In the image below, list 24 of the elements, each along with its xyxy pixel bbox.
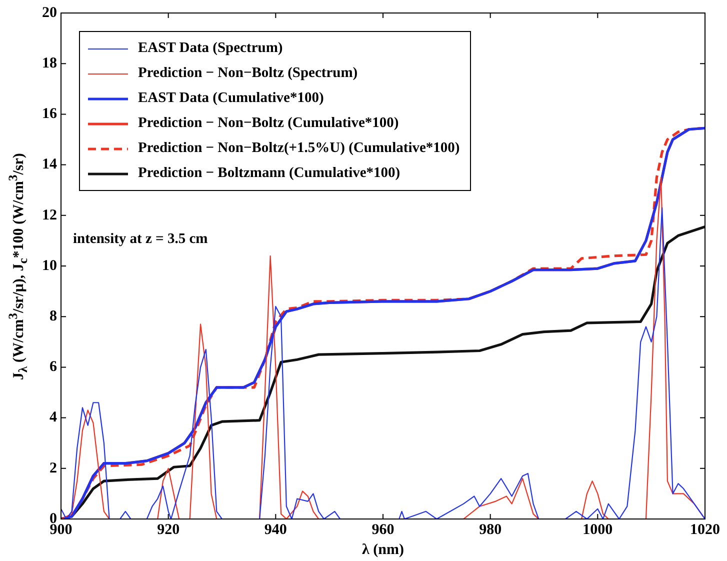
y-tick-label: 18: [42, 55, 57, 72]
legend-label: Prediction − Boltzmann (Cumulative*100): [138, 165, 400, 182]
y-tick-label: 2: [50, 460, 57, 476]
x-tick-label: 940: [264, 522, 287, 538]
x-tick-label: 920: [157, 522, 180, 538]
x-tick-label: 960: [372, 522, 394, 538]
annotation: intensity at z = 3.5 cm: [73, 231, 208, 248]
y-tick-label: 10: [42, 258, 57, 274]
x-axis-title: λ (nm): [362, 542, 404, 558]
x-tick-label: 1000: [582, 522, 613, 538]
x-tick-label: 980: [479, 522, 502, 538]
y-tick-label: 12: [42, 207, 57, 224]
y-tick-label: 16: [42, 106, 58, 122]
y-tick-label: 6: [50, 359, 58, 376]
legend-label: Prediction − Non−Boltz (Spectrum): [138, 65, 358, 82]
y-tick-label: 8: [50, 308, 57, 324]
y-tick-label: 14: [42, 156, 58, 173]
x-tick-label: 1020: [690, 522, 720, 538]
legend-label: EAST Data (Cumulative*100): [138, 90, 324, 107]
y-tick-label: 20: [42, 4, 57, 21]
legend-label: Prediction − Non−Boltz (Cumulative*100): [138, 115, 399, 132]
y-tick-label: 4: [50, 410, 58, 426]
legend-label: Prediction − Non−Boltz(+1.5%U) (Cumulative*100): [138, 140, 460, 157]
legend-label: EAST Data (Spectrum): [138, 40, 283, 57]
